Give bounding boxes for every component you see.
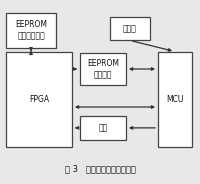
Bar — [110, 17, 150, 40]
Bar — [158, 52, 192, 147]
Text: 图 3   中央控制单元组成框图: 图 3 中央控制单元组成框图 — [65, 165, 135, 174]
Bar — [80, 116, 126, 140]
Text: EEPROM
（程序）: EEPROM （程序） — [87, 59, 119, 79]
Bar — [80, 53, 126, 85]
Text: FPGA: FPGA — [29, 95, 49, 104]
Text: MCU: MCU — [166, 95, 184, 104]
Bar — [6, 13, 56, 48]
Bar — [6, 52, 72, 147]
Text: 晶振: 晶振 — [98, 123, 108, 132]
Text: 看门狗: 看门狗 — [123, 24, 137, 33]
Text: EEPROM
（工艺曲线）: EEPROM （工艺曲线） — [15, 20, 47, 41]
